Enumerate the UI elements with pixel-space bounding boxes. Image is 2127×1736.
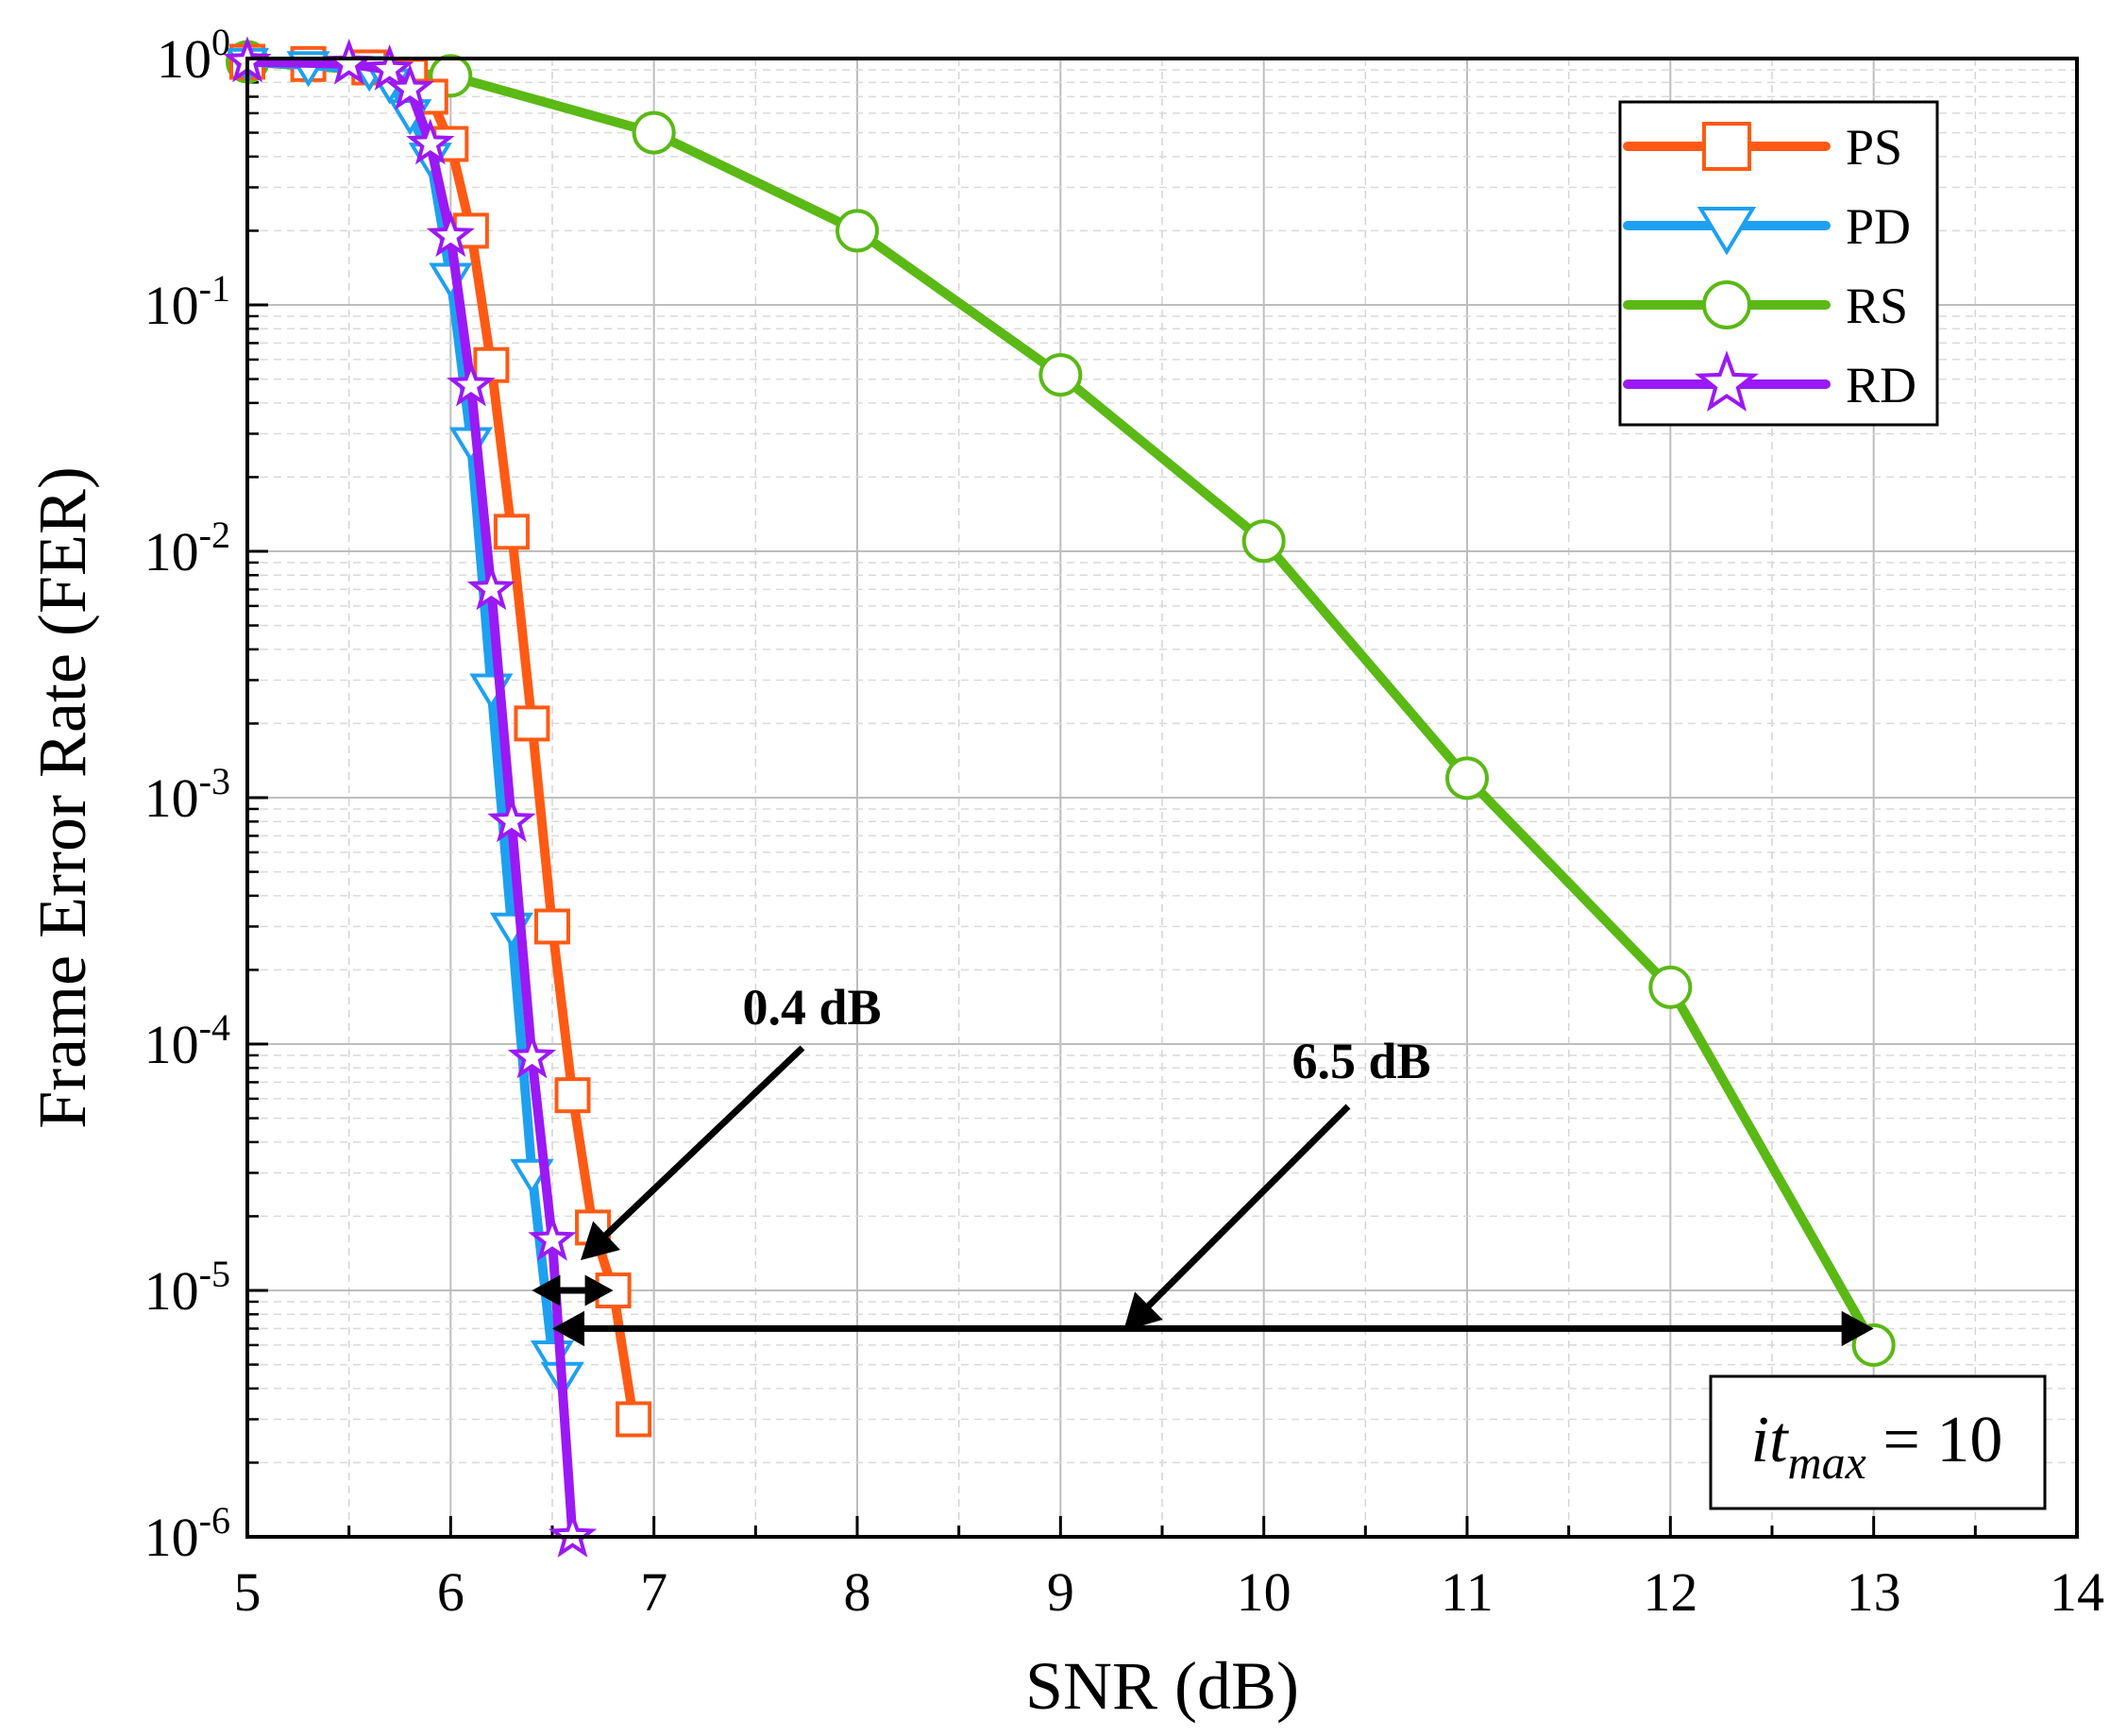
data-point-ps	[616, 1401, 652, 1438]
y-tick-label: 10-1	[144, 267, 230, 336]
x-tick-label: 10	[1237, 1561, 1291, 1623]
data-point-rd	[385, 63, 435, 110]
legend-label-pd: PD	[1846, 198, 1911, 255]
y-tick-label: 10-5	[144, 1253, 230, 1322]
annotations: 0.4 dB 6.5 dB	[532, 979, 1874, 1347]
arrow-head	[532, 1274, 561, 1306]
legend-label-rs: RS	[1846, 278, 1908, 334]
data-point-ps	[493, 514, 530, 550]
iteration-box-frame	[1709, 1374, 2047, 1510]
x-tick-label: 12	[1643, 1561, 1697, 1623]
data-point-rd	[528, 1214, 577, 1261]
x-tick-label: 5	[234, 1561, 262, 1623]
tick-labels: 5 6 7 8 9 10 11 12 13 14 100 10-1 10-2 10-3 10-4 10-5 10…	[144, 21, 2104, 1623]
arrow-head	[584, 1274, 614, 1306]
y-tick-label: 100	[157, 21, 230, 90]
y-axis-title: Frame Error Rate (FER)	[25, 466, 100, 1129]
legend-label-ps: PS	[1846, 119, 1902, 176]
pointer-line-6-5db	[1144, 1104, 1351, 1310]
arrow-head	[1123, 1291, 1163, 1331]
x-tick-label: 7	[640, 1561, 667, 1623]
legend-marker-rs	[1702, 280, 1751, 329]
data-point-rd	[487, 796, 536, 843]
y-tick-label: 10-6	[144, 1499, 230, 1568]
data-point-rd	[507, 1032, 557, 1079]
iteration-box: itmax = 10	[1709, 1374, 2047, 1510]
legend-marker-rd	[1695, 350, 1759, 412]
x-tick-label: 13	[1847, 1561, 1901, 1623]
x-tick-label: 14	[2050, 1561, 2104, 1623]
data-point-rs	[1038, 353, 1083, 397]
pointer-line-0-4db	[601, 1045, 805, 1239]
annotation-0-4db: 0.4 dB	[742, 979, 881, 1036]
data-point-rd	[426, 211, 475, 258]
data-point-rd	[466, 564, 516, 611]
legend-label-rd: RD	[1846, 357, 1916, 413]
data-point-rs	[1648, 965, 1693, 1009]
x-axis-title: SNR (dB)	[1025, 1648, 1299, 1724]
x-tick-label: 8	[844, 1561, 871, 1623]
data-point-rs	[836, 209, 879, 253]
y-tick-label: 10-4	[144, 1006, 230, 1075]
plot-frame	[245, 57, 2079, 1539]
data-point-rd	[365, 43, 414, 91]
data-point-rs	[1851, 1323, 1896, 1367]
data-point-rd	[406, 118, 455, 165]
data-point-rs	[1241, 519, 1286, 564]
data-point-ps	[554, 1077, 591, 1114]
x-tick-label: 11	[1441, 1561, 1494, 1623]
legend-marker-ps	[1702, 122, 1751, 171]
x-tick-label: 9	[1047, 1561, 1074, 1623]
y-tick-label: 10-3	[144, 760, 230, 829]
legend-box	[1618, 100, 1939, 427]
arrow-head	[581, 1221, 620, 1260]
annotation-6-5db: 6.5 dB	[1291, 1033, 1430, 1089]
iteration-box-text: itmax = 10	[1751, 1404, 2003, 1489]
data-point-ps	[514, 705, 550, 742]
data-point-rd	[447, 360, 496, 407]
grid	[247, 59, 2077, 1537]
data-point-ps	[534, 908, 570, 945]
arrow-head	[552, 1310, 584, 1347]
legend: PS PD RS RD	[1618, 100, 1939, 427]
data-point-rs	[632, 110, 676, 155]
series-rd	[223, 36, 598, 1558]
arrow-head	[1841, 1310, 1874, 1347]
y-tick-label: 10-2	[144, 514, 230, 582]
data-point-rs	[1445, 756, 1489, 801]
legend-marker-pd	[1697, 207, 1757, 256]
data-point-ps	[473, 346, 510, 383]
x-tick-label: 6	[437, 1561, 464, 1623]
